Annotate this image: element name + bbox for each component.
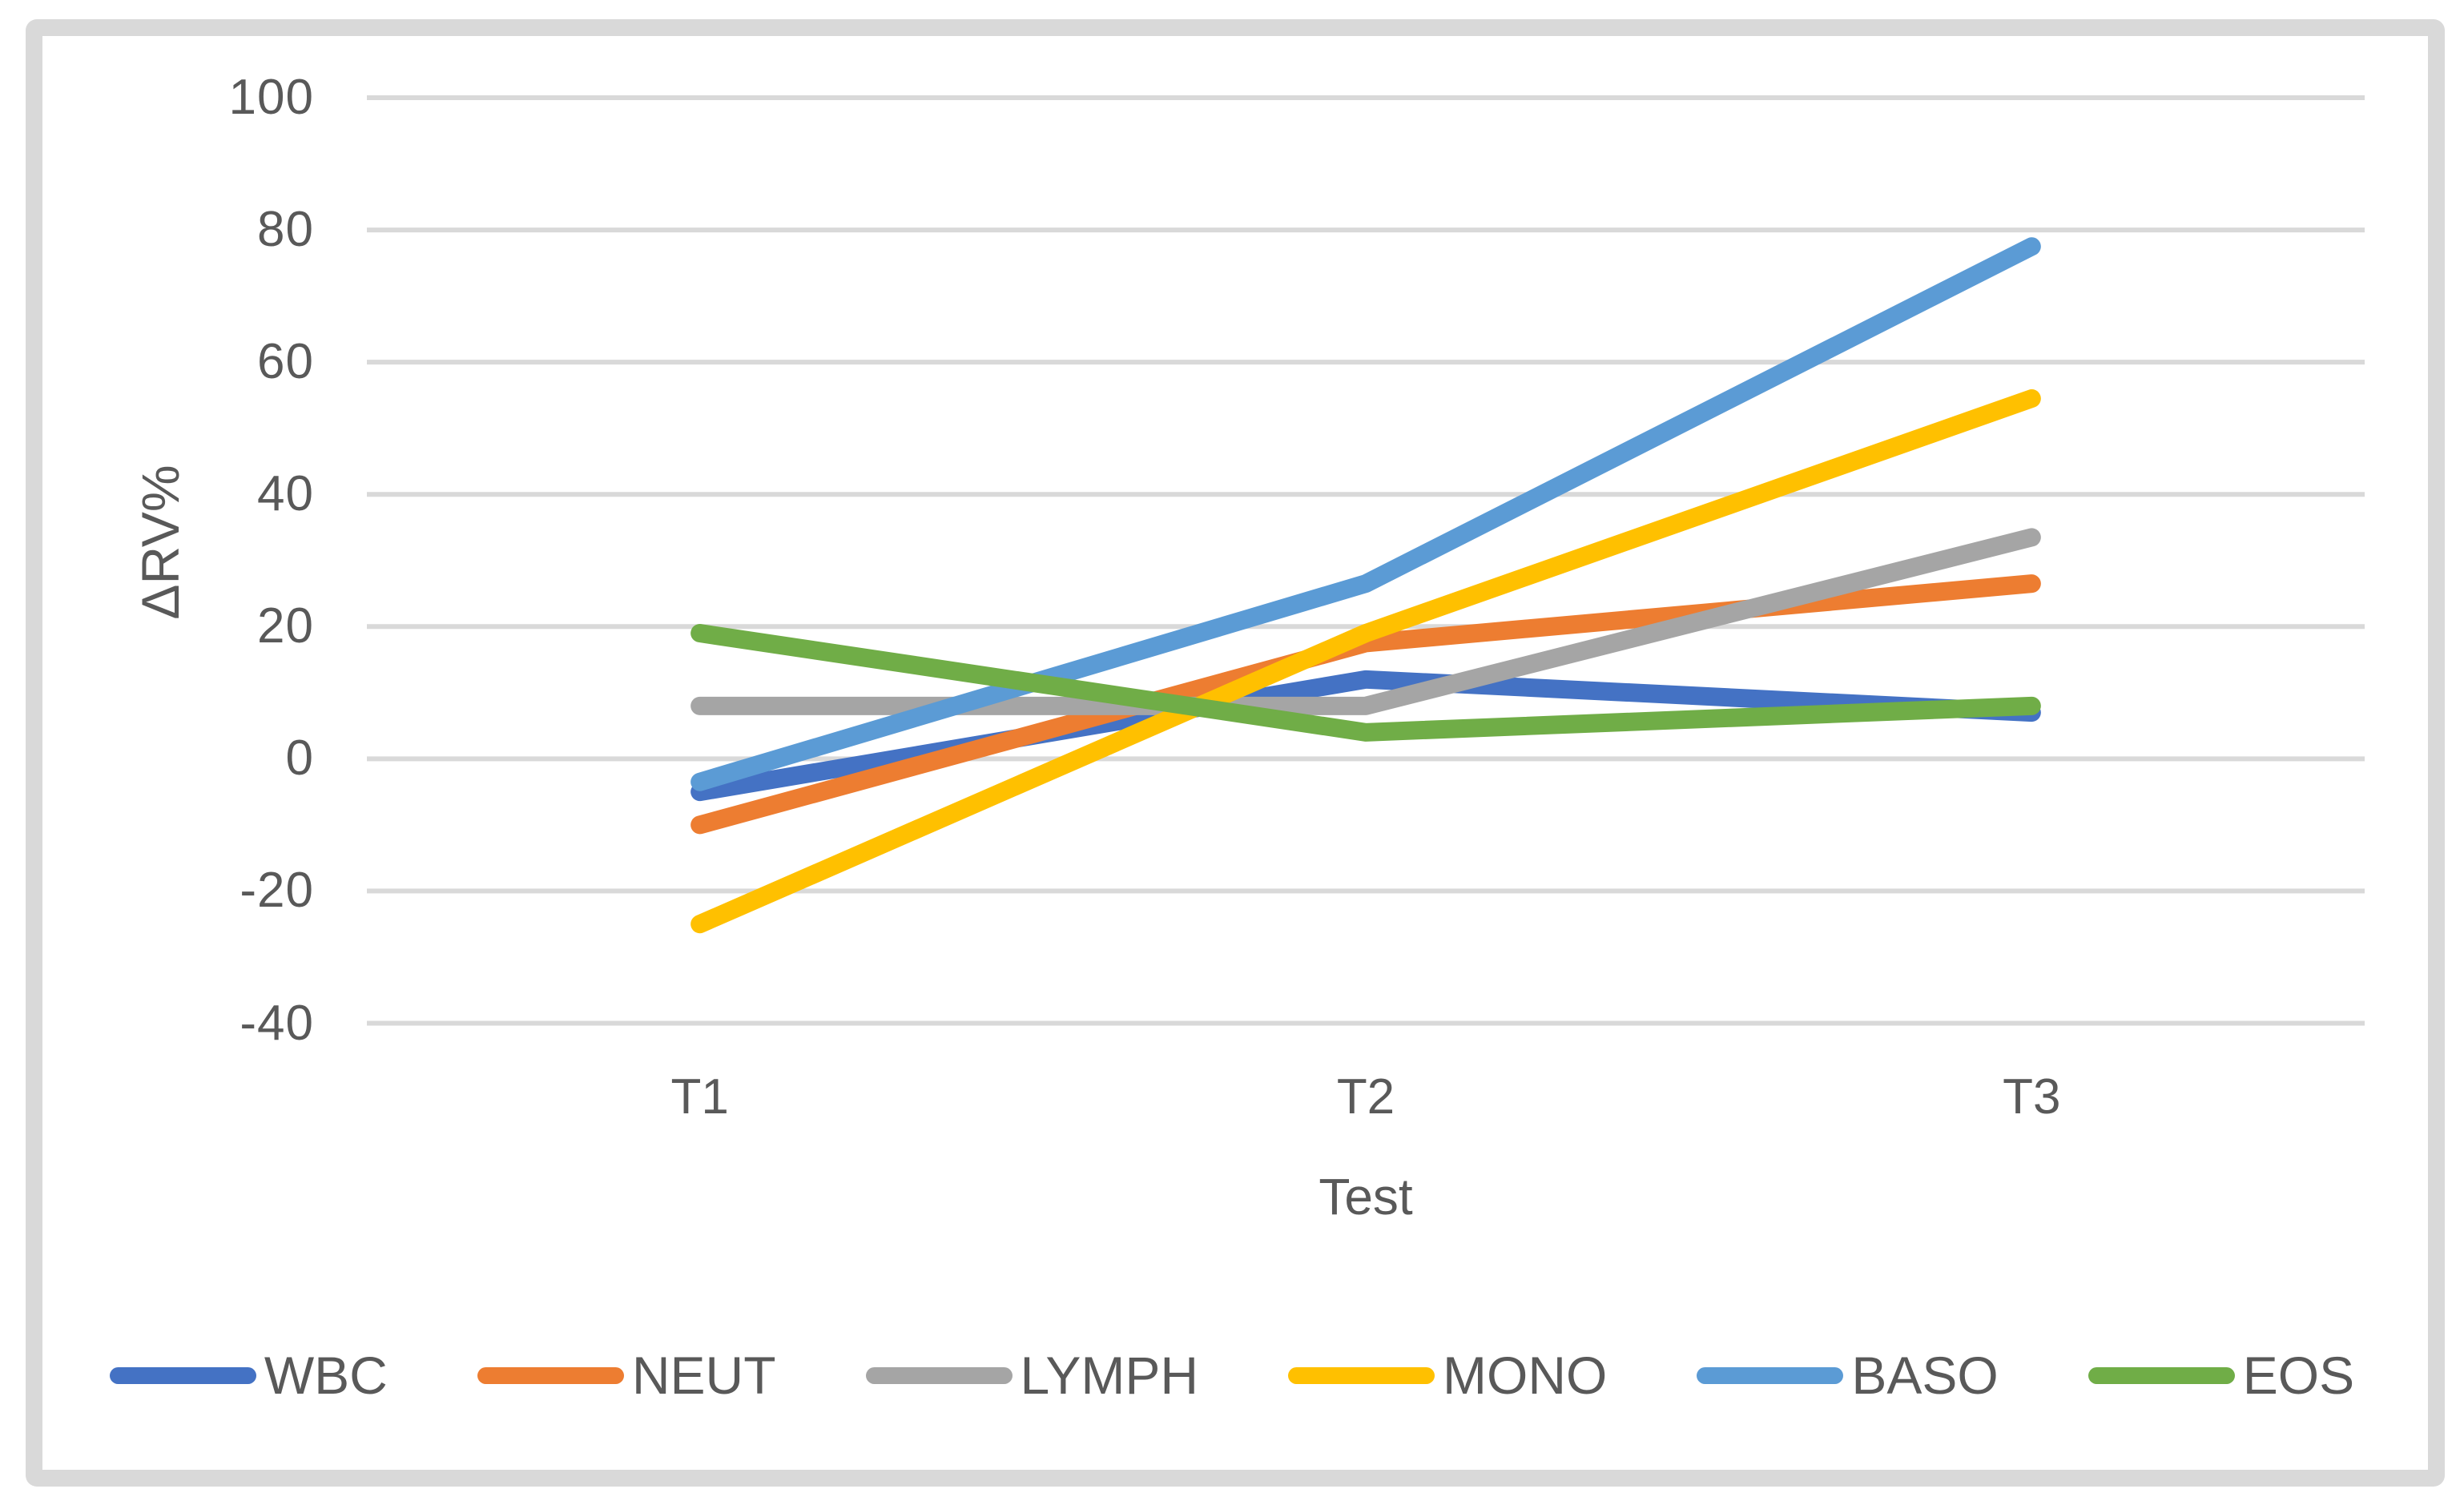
legend-item-LYMPH: LYMPH (865, 1345, 1199, 1406)
legend-label-BASO: BASO (1851, 1346, 1999, 1405)
legend-swatch-WBC (109, 1366, 256, 1384)
legend-item-EOS: EOS (2088, 1345, 2354, 1406)
legend-label-LYMPH: LYMPH (1020, 1346, 1199, 1405)
legend-swatch-BASO (1697, 1366, 1844, 1384)
y-tick-label-20: 20 (257, 598, 314, 654)
legend-swatch-MONO (1288, 1366, 1435, 1384)
legend-label-EOS: EOS (2242, 1346, 2355, 1405)
y-tick-label-0: 0 (285, 730, 314, 787)
x-tick-label-T3: T3 (2003, 1069, 2061, 1125)
legend-item-NEUT: NEUT (477, 1345, 776, 1406)
series-line-MONO (690, 389, 2041, 934)
legend-item-BASO: BASO (1697, 1345, 1999, 1406)
x-axis-title: Test (1319, 1168, 1413, 1225)
series-line-LYMPH (690, 528, 2041, 715)
legend: WBC NEUT LYMPH MONO BASO EOS (0, 1343, 2464, 1407)
legend-swatch-EOS (2088, 1366, 2235, 1384)
legend-label-NEUT: NEUT (631, 1346, 776, 1405)
y-tick-label--20: -20 (240, 863, 314, 919)
series-line-EOS (690, 624, 2041, 742)
x-tick-label-T2: T2 (1336, 1069, 1395, 1125)
x-tick-label-T1: T1 (670, 1069, 729, 1125)
y-tick-label--40: -40 (240, 995, 314, 1051)
y-tick-label-100: 100 (228, 70, 314, 125)
legend-swatch-LYMPH (865, 1366, 1013, 1384)
legend-label-WBC: WBC (264, 1346, 388, 1405)
series-line-WBC (690, 670, 2041, 802)
legend-item-MONO: MONO (1288, 1345, 1607, 1406)
legend-swatch-NEUT (477, 1366, 624, 1384)
y-tick-label-80: 80 (257, 202, 314, 258)
legend-label-MONO: MONO (1443, 1346, 1608, 1405)
legend-item-WBC: WBC (109, 1345, 388, 1406)
y-tick-label-40: 40 (257, 466, 314, 522)
y-tick-label-60: 60 (257, 334, 314, 390)
y-axis-title: ΔRV% (131, 465, 190, 620)
series-line-BASO (690, 237, 2041, 791)
